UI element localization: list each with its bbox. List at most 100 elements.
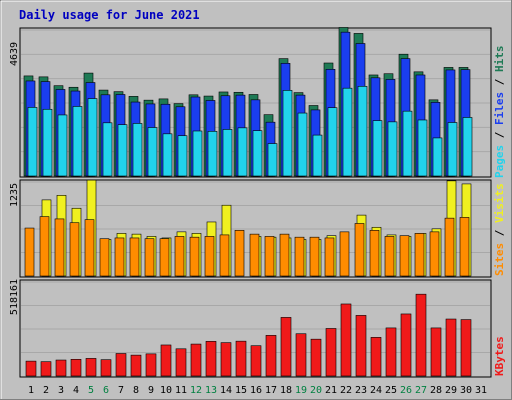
bar-pages [192, 130, 203, 177]
top-bars [23, 27, 473, 177]
bar-sites [369, 230, 380, 277]
bar-kbytes [190, 343, 202, 377]
bar-pages [87, 98, 98, 177]
bar-sites [99, 238, 110, 277]
day-label: 28 [430, 385, 442, 396]
bar-kbytes [85, 358, 97, 377]
day-label: 5 [88, 385, 94, 396]
bar-pages [132, 123, 143, 177]
bar-kbytes [415, 293, 427, 377]
legend-top-text: Pages / Files / Hits [493, 46, 506, 179]
middle-ymax-label: 1235 [9, 183, 20, 207]
bar-pages [282, 90, 293, 177]
bar-kbytes [160, 344, 172, 377]
day-label: 1 [28, 385, 34, 396]
bar-kbytes [70, 359, 82, 377]
day-label: 4 [73, 385, 79, 396]
bar-pages [42, 108, 53, 177]
day-label: 9 [148, 385, 154, 396]
legend-hits: Hits [493, 46, 506, 73]
day-label: 10 [160, 385, 172, 396]
day-label: 6 [103, 385, 109, 396]
legend-visits: Visits [493, 183, 506, 223]
bar-sites [129, 237, 140, 277]
bar-sites [294, 236, 305, 277]
bar-kbytes [130, 354, 142, 377]
bar-sites [114, 237, 125, 277]
bar-sites [264, 236, 275, 277]
bar-sites [279, 233, 290, 277]
bottom-ymax-label: 518161 [9, 279, 20, 315]
bar-pages [447, 122, 458, 177]
bar-sites [174, 236, 185, 277]
legend-sites: Sites [493, 243, 506, 276]
day-label: 3 [58, 385, 64, 396]
day-label: 21 [325, 385, 337, 396]
bar-kbytes [445, 318, 457, 377]
bar-kbytes [310, 338, 322, 377]
bar-pages [417, 119, 428, 177]
bar-sites [144, 238, 155, 277]
bar-pages [267, 143, 278, 177]
bar-sites [399, 235, 410, 277]
bar-sites [429, 231, 440, 277]
bar-sites [204, 236, 215, 277]
legend-files: Files [493, 92, 506, 125]
day-label: 13 [205, 385, 217, 396]
bar-kbytes [400, 313, 412, 377]
bar-pages [462, 117, 473, 177]
bar-pages [162, 133, 173, 177]
bar-kbytes [115, 353, 127, 377]
bar-pages [297, 112, 308, 177]
bar-sites [414, 233, 425, 277]
bar-pages [72, 106, 83, 177]
bar-kbytes [175, 348, 187, 377]
bar-pages [312, 134, 323, 177]
legend-bot-text: KBytes [493, 336, 506, 376]
legend-kbytes: KBytes [493, 336, 506, 376]
day-label: 16 [250, 385, 262, 396]
bar-kbytes [265, 335, 277, 377]
bar-pages [252, 130, 263, 177]
top-ymax-label: 4639 [9, 42, 20, 66]
bar-pages [102, 122, 113, 177]
bar-kbytes [220, 342, 232, 377]
bar-pages [327, 107, 338, 177]
day-label: 18 [280, 385, 292, 396]
day-label: 30 [460, 385, 472, 396]
day-label: 25 [385, 385, 397, 396]
bar-pages [117, 124, 128, 177]
day-label: 24 [370, 385, 382, 396]
bar-sites [309, 236, 320, 277]
bar-kbytes [355, 315, 367, 377]
bar-kbytes [205, 341, 217, 377]
bar-kbytes [55, 359, 67, 377]
bar-sites [384, 236, 395, 277]
bar-pages [57, 114, 68, 177]
day-label: 29 [445, 385, 457, 396]
bar-pages [357, 86, 368, 177]
bar-sites [189, 236, 200, 277]
bar-pages [432, 137, 443, 177]
bar-kbytes [145, 353, 157, 377]
bar-kbytes [430, 327, 442, 377]
x-axis-day-labels: 1 2 3 4 5 6 7 8 9 10 11 12 13 14 15 16 17 18 19 20 21 22 23 24 2… [28, 385, 487, 396]
legend-pages: Pages [493, 145, 506, 178]
bar-sites [234, 230, 245, 277]
bar-sites [69, 222, 80, 277]
bar-kbytes [460, 319, 472, 377]
bar-kbytes [25, 360, 37, 377]
day-label: 14 [220, 385, 232, 396]
day-label: 11 [175, 385, 187, 396]
day-label: 31 [475, 385, 487, 396]
bar-sites [339, 231, 350, 277]
day-label: 15 [235, 385, 247, 396]
bar-pages [147, 127, 158, 177]
bar-sites [159, 238, 170, 277]
bar-sites [24, 227, 35, 277]
day-label: 7 [118, 385, 124, 396]
bar-pages [27, 107, 38, 177]
bar-kbytes [250, 345, 262, 377]
day-label: 27 [415, 385, 427, 396]
